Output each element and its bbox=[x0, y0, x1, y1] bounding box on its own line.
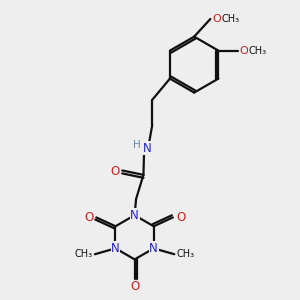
Text: H: H bbox=[133, 140, 141, 150]
Text: CH₃: CH₃ bbox=[75, 249, 93, 259]
Text: O: O bbox=[176, 211, 185, 224]
Text: O: O bbox=[130, 280, 139, 293]
Text: N: N bbox=[142, 142, 152, 155]
Text: N: N bbox=[111, 242, 120, 255]
Text: CH₃: CH₃ bbox=[221, 14, 239, 24]
Text: O: O bbox=[84, 211, 93, 224]
Text: CH₃: CH₃ bbox=[176, 249, 195, 259]
Text: O: O bbox=[240, 46, 248, 56]
Text: CH₃: CH₃ bbox=[248, 46, 266, 56]
Text: O: O bbox=[212, 14, 221, 24]
Text: O: O bbox=[110, 165, 119, 178]
Text: N: N bbox=[149, 242, 158, 255]
Text: N: N bbox=[130, 209, 139, 222]
